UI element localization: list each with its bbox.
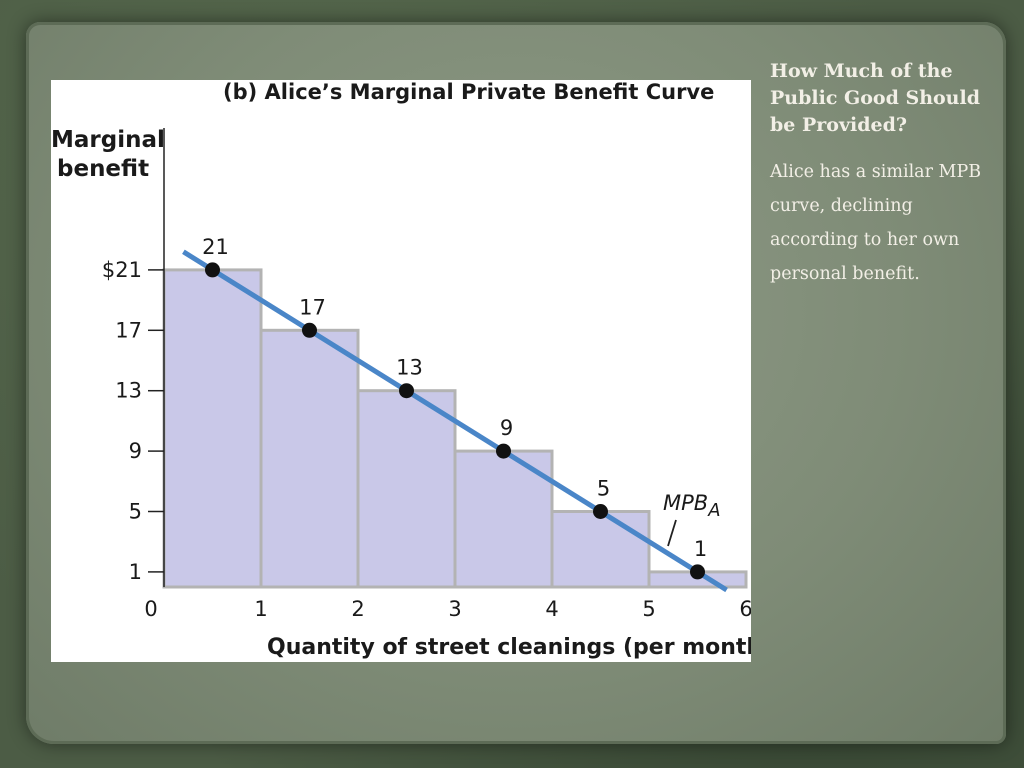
- x-tick-label-4: 4: [545, 597, 558, 621]
- y-tick-label-17: 17: [115, 318, 142, 342]
- curve-label-leader: [667, 519, 677, 547]
- data-label-6: 1: [694, 537, 707, 561]
- bar-2: [259, 328, 360, 589]
- data-label-5: 5: [597, 477, 610, 501]
- x-tick-label-2: 2: [351, 597, 364, 621]
- bar-1: [162, 268, 263, 589]
- curve-layer: 21 17 13 9 5 1 MPBA: [182, 235, 728, 593]
- data-point-6: [690, 564, 705, 580]
- data-label-2: 17: [299, 295, 326, 319]
- mpb-curve-line: [182, 249, 728, 593]
- curve-label-subscript: A: [707, 500, 720, 521]
- curve-label: MPBA: [663, 491, 721, 521]
- x-tick-label-5: 5: [642, 597, 655, 621]
- bar-3: [356, 389, 457, 589]
- side-text: How Much of the Public Good Should be Pr…: [770, 58, 990, 291]
- data-label-4: 9: [500, 416, 513, 440]
- y-tick-label-5: 5: [129, 500, 142, 524]
- data-point-4: [496, 443, 511, 459]
- chart-title: (b) Alice’s Marginal Private Benefit Cur…: [223, 80, 714, 104]
- slide-title: How Much of the Public Good Should be Pr…: [770, 60, 981, 136]
- y-axis-label-line2: benefit: [57, 156, 149, 182]
- bars-layer: [162, 268, 748, 589]
- slide-body: Alice has a similar MPB curve, declining…: [770, 162, 982, 284]
- x-tick-label-0: 0: [144, 597, 157, 621]
- data-point-1: [205, 262, 220, 278]
- y-tick-label-13: 13: [115, 379, 142, 403]
- mpb-chart: (b) Alice’s Marginal Private Benefit Cur…: [51, 80, 751, 660]
- chart-panel: (b) Alice’s Marginal Private Benefit Cur…: [51, 80, 751, 662]
- y-tick-label-21: $21: [102, 258, 142, 282]
- x-tick-label-3: 3: [448, 597, 461, 621]
- data-point-2: [302, 322, 317, 338]
- x-tick-label-1: 1: [254, 597, 267, 621]
- data-label-3: 13: [396, 356, 423, 380]
- data-label-1: 21: [202, 235, 229, 259]
- x-axis-label: Quantity of street cleanings (per month): [267, 635, 751, 660]
- data-point-3: [399, 383, 414, 399]
- y-tick-label-9: 9: [129, 439, 142, 463]
- y-axis-label-line1: Marginal: [51, 127, 165, 153]
- bar-5: [550, 510, 651, 589]
- x-tick-label-6: 6: [739, 597, 751, 621]
- data-point-5: [593, 504, 608, 519]
- y-tick-label-1: 1: [129, 560, 142, 584]
